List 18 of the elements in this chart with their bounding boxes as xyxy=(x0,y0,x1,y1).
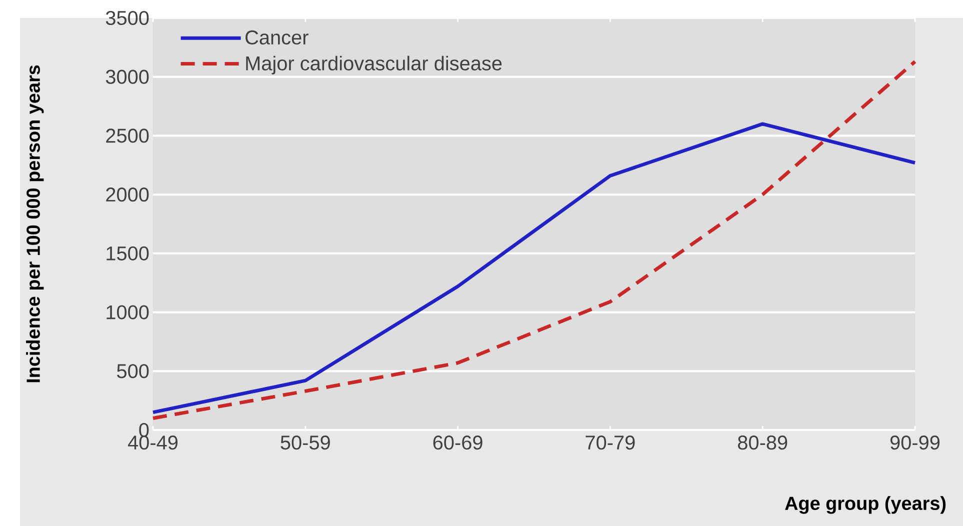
x-axis-title: Age group (years) xyxy=(785,496,946,514)
x-tick-label: 80-89 xyxy=(738,436,788,450)
x-tick-label: 50-59 xyxy=(280,436,330,450)
y-tick-label: 1000 xyxy=(106,305,149,320)
x-tick-label: 70-79 xyxy=(586,436,635,450)
y-tick-label: 1500 xyxy=(106,246,149,260)
legend-label: Cancer xyxy=(246,30,308,45)
y-axis-title: Incidence per 100 000 person years xyxy=(26,65,44,382)
legend-label: Major cardiovascular disease xyxy=(246,56,502,74)
x-tick-label: 60-69 xyxy=(433,436,482,450)
y-tick-label: 2000 xyxy=(106,188,149,202)
y-tick-label: 2500 xyxy=(106,128,149,143)
line-series xyxy=(151,122,917,414)
y-tick-label: 3000 xyxy=(106,70,149,84)
y-tick-label: 3500 xyxy=(106,10,149,26)
y-tick-label: 500 xyxy=(117,364,149,378)
x-tick-label: 90-99 xyxy=(890,436,940,450)
x-tick-label: 40-49 xyxy=(128,436,178,450)
